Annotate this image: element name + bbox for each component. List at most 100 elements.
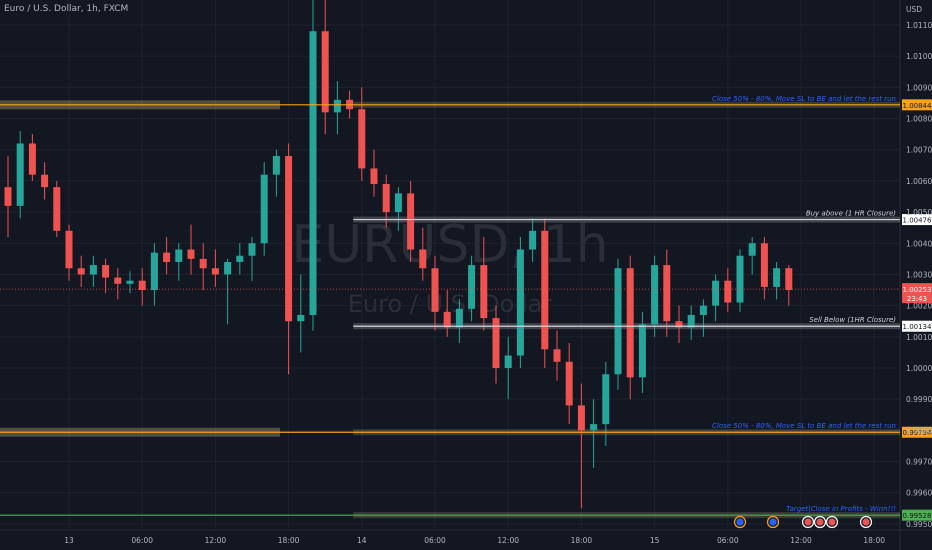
candle xyxy=(492,305,500,384)
candle xyxy=(370,149,378,197)
candle xyxy=(638,311,646,393)
candle-body xyxy=(760,243,768,287)
candle xyxy=(773,261,781,300)
candle-body xyxy=(28,143,36,175)
candle-body xyxy=(651,265,659,325)
candle xyxy=(394,187,402,231)
candle-body xyxy=(541,230,549,350)
candle-body xyxy=(41,174,49,188)
candle-body xyxy=(358,109,366,169)
candle xyxy=(211,249,219,287)
price-tick-label: 1.01000 xyxy=(906,52,932,61)
candle xyxy=(529,218,537,262)
time-tick-label: 15 xyxy=(650,536,660,545)
candle xyxy=(712,274,720,322)
level-price-label: 0.99528 xyxy=(903,512,932,520)
candle xyxy=(138,268,146,306)
candle-body xyxy=(138,280,146,291)
candle xyxy=(321,0,329,135)
candle xyxy=(382,174,390,228)
candle xyxy=(16,131,24,219)
event-flag-icon xyxy=(769,518,777,526)
price-tick-label: 1.00700 xyxy=(906,146,932,155)
candle-body xyxy=(309,31,317,315)
candle xyxy=(590,399,598,468)
level-note: Close 50% - 80%, Move SL to BE and let t… xyxy=(712,422,896,430)
watermark-symbol: EURUSD, 1h xyxy=(291,215,608,275)
candle xyxy=(224,258,232,325)
candle-body xyxy=(333,99,341,113)
level-price-tag xyxy=(902,214,932,226)
candle-body xyxy=(736,255,744,303)
candle-body xyxy=(321,31,329,113)
candle xyxy=(626,255,634,400)
time-tick-label: 06:00 xyxy=(717,536,739,545)
candle-body xyxy=(565,361,573,406)
candle xyxy=(760,237,768,300)
candle-body xyxy=(382,184,390,213)
economic-events[interactable] xyxy=(733,515,873,529)
candle-body xyxy=(211,268,219,275)
event-flag-icon xyxy=(736,518,744,526)
time-tick-label: 13 xyxy=(64,536,74,545)
level-note: Target|Close in Profits - Winn!!! xyxy=(786,505,896,513)
price-tick-label: 1.00600 xyxy=(906,177,932,186)
candle-body xyxy=(675,321,683,328)
candle xyxy=(577,383,585,509)
candle-body xyxy=(785,268,793,291)
candle-body xyxy=(712,280,720,306)
price-tick-label: 0.99500 xyxy=(906,520,932,529)
candle xyxy=(102,258,110,294)
candle xyxy=(199,243,207,291)
candle xyxy=(260,162,268,256)
candle xyxy=(748,237,756,275)
candle-body xyxy=(577,405,585,431)
time-tick-label: 18:00 xyxy=(278,536,300,545)
price-axis-unit: USD xyxy=(906,5,922,14)
candle xyxy=(126,271,134,294)
event-flag-icon xyxy=(816,518,824,526)
candle xyxy=(285,143,293,375)
level-lines: Close 50% - 80%, Move SL to BE and let t… xyxy=(0,95,932,521)
candle xyxy=(358,87,366,181)
countdown-label: 23:43 xyxy=(907,295,927,303)
candle xyxy=(272,149,280,197)
event-flag-icon xyxy=(862,518,870,526)
candle-body xyxy=(394,193,402,213)
candle-body xyxy=(163,252,171,262)
candle xyxy=(443,290,451,337)
candle-body xyxy=(492,318,500,368)
candle xyxy=(785,265,793,306)
candle xyxy=(65,224,73,281)
candle-body xyxy=(150,252,158,291)
candle-body xyxy=(638,324,646,378)
event-flag-icon xyxy=(804,518,812,526)
candle-body xyxy=(224,261,232,275)
candle-body xyxy=(248,243,256,256)
candle-body xyxy=(114,277,122,284)
candle-body xyxy=(724,280,732,303)
candle xyxy=(468,255,476,322)
candle xyxy=(163,237,171,275)
candle-body xyxy=(77,268,85,275)
level-price-label: 0.99794 xyxy=(903,429,932,437)
candle xyxy=(724,268,732,312)
candle-body xyxy=(455,308,463,328)
time-axis[interactable]: 00 13 06:00 12:00 18:00 14 06:00 12:00 18:00 15 06… xyxy=(0,536,885,545)
candle-body xyxy=(297,314,305,322)
level-price-tag xyxy=(902,426,932,438)
price-axis[interactable]: USD 1.01100 1.01000 1.00900 1.00800 1.00700 1… xyxy=(906,5,932,529)
candle xyxy=(4,155,12,238)
candle-body xyxy=(175,249,183,262)
price-tick-label: 1.00300 xyxy=(906,270,932,279)
candle-body xyxy=(602,374,610,425)
candle xyxy=(114,268,122,300)
candle-body xyxy=(419,249,427,269)
candle-body xyxy=(663,265,671,322)
candle xyxy=(53,180,61,238)
candles xyxy=(4,0,793,509)
